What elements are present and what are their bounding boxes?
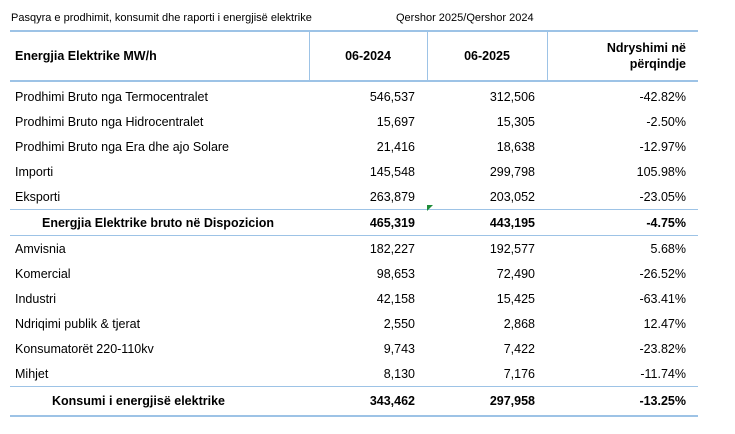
table-row: Komercial 98,653 72,490 -26.52% xyxy=(10,261,698,286)
report-title-row: Pasqyra e prodhimit, konsumit dhe raport… xyxy=(11,12,534,24)
value-2025: 18,638 xyxy=(496,139,535,154)
value-2024: 263,879 xyxy=(369,189,415,204)
value-change: 105.98% xyxy=(636,164,686,179)
value-change: 5.68% xyxy=(650,241,686,256)
value-2025: 2,868 xyxy=(503,316,535,331)
row-label: Importi xyxy=(15,164,54,179)
value-change: -23.05% xyxy=(639,189,686,204)
table-row: Prodhimi Bruto nga Termocentralet 546,53… xyxy=(10,81,698,109)
value-2024: 182,227 xyxy=(369,241,415,256)
value-2025: 299,798 xyxy=(489,164,535,179)
table-row: Amvisnia 182,227 192,577 5.68% xyxy=(10,236,698,262)
table-row: Mihjet 8,130 7,176 -11.74% xyxy=(10,361,698,387)
header-change-line1: Ndryshimi në xyxy=(606,41,686,55)
value-2024: 42,158 xyxy=(376,291,415,306)
header-2025: 06-2025 xyxy=(426,31,547,81)
row-label: Prodhimi Bruto nga Era dhe ajo Solare xyxy=(15,139,230,154)
consumption-total-change: -13.25% xyxy=(639,394,686,408)
value-2024: 9,743 xyxy=(383,341,415,356)
table-row: Eksporti 263,879 203,052 -23.05% xyxy=(10,184,698,210)
header-label: Energjia Elektrike MW/h xyxy=(15,49,157,63)
row-label: Komercial xyxy=(15,266,71,281)
energy-table: Energjia Elektrike MW/h 06-2024 06-2025 … xyxy=(10,30,698,417)
value-change: -42.82% xyxy=(639,89,686,104)
value-2025: 15,305 xyxy=(496,114,535,129)
value-2025: 7,422 xyxy=(503,341,535,356)
header-change: Ndryshimi në përqindje xyxy=(546,31,698,81)
value-change: 12.47% xyxy=(643,316,686,331)
value-2024: 2,550 xyxy=(383,316,415,331)
row-label: Mihjet xyxy=(15,366,49,381)
availability-total-label: Energjia Elektrike bruto në Dispozicion xyxy=(42,215,274,230)
row-label: Amvisnia xyxy=(15,241,66,256)
header-2024: 06-2024 xyxy=(308,31,427,81)
value-2025: 15,425 xyxy=(496,291,535,306)
value-change: -11.74% xyxy=(640,366,686,381)
value-2025: 72,490 xyxy=(496,266,535,281)
availability-total-change: -4.75% xyxy=(646,215,686,230)
consumption-total-2024: 343,462 xyxy=(369,394,415,408)
table-row: Konsumatorët 220-110kv 9,743 7,422 -23.8… xyxy=(10,336,698,361)
value-change: -23.82% xyxy=(639,341,686,356)
availability-total-row: Energjia Elektrike bruto në Dispozicion … xyxy=(10,209,698,236)
value-2024: 8,130 xyxy=(383,366,415,381)
consumption-total-row: Konsumi i energjisë elektrike 343,462 29… xyxy=(10,386,698,416)
row-label: Eksporti xyxy=(15,189,61,204)
table-row: Prodhimi Bruto nga Era dhe ajo Solare 21… xyxy=(10,134,698,159)
value-2025: 312,506 xyxy=(489,89,535,104)
table-row: Prodhimi Bruto nga Hidrocentralet 15,697… xyxy=(10,109,698,134)
availability-total-2025: 443,195 xyxy=(489,215,535,230)
value-2025: 203,052 xyxy=(489,189,535,204)
row-label: Prodhimi Bruto nga Termocentralet xyxy=(15,89,208,104)
header-change-line2: përqindje xyxy=(629,57,686,71)
table-row: Ndriqimi publik & tjerat 2,550 2,868 12.… xyxy=(10,311,698,336)
report-period: Qershor 2025/Qershor 2024 xyxy=(396,12,534,24)
value-2024: 21,416 xyxy=(376,139,415,154)
value-2025: 7,176 xyxy=(503,366,535,381)
row-label: Ndriqimi publik & tjerat xyxy=(15,316,141,331)
table-row: Importi 145,548 299,798 105.98% xyxy=(10,159,698,184)
value-change: -26.52% xyxy=(639,266,686,281)
row-label: Konsumatorët 220-110kv xyxy=(15,341,154,356)
value-change: -63.41% xyxy=(639,291,686,306)
row-label: Prodhimi Bruto nga Hidrocentralet xyxy=(15,114,204,129)
report-title: Pasqyra e prodhimit, konsumit dhe raport… xyxy=(11,12,312,24)
value-change: -12.97% xyxy=(639,139,686,154)
consumption-total-label: Konsumi i energjisë elektrike xyxy=(52,394,225,408)
value-2024: 546,537 xyxy=(369,89,415,104)
value-change: -2.50% xyxy=(646,114,686,129)
value-2025: 192,577 xyxy=(489,241,535,256)
row-label: Industri xyxy=(15,291,56,306)
cell-comment-marker xyxy=(427,205,433,211)
availability-total-2024: 465,319 xyxy=(369,215,415,230)
value-2024: 98,653 xyxy=(376,266,415,281)
consumption-total-2025: 297,958 xyxy=(489,394,535,408)
table-row: Industri 42,158 15,425 -63.41% xyxy=(10,286,698,311)
value-2024: 15,697 xyxy=(376,114,415,129)
value-2024: 145,548 xyxy=(369,164,415,179)
table-header-row: Energjia Elektrike MW/h 06-2024 06-2025 … xyxy=(10,31,698,81)
